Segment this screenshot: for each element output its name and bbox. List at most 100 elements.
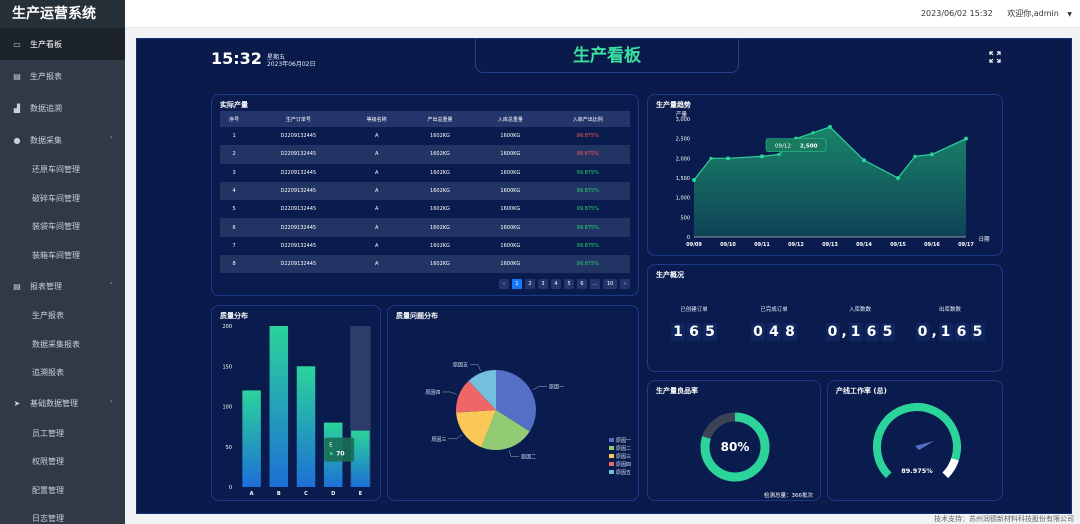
table-row[interactable]: 5 D2209132445 A 1602KG 1600KG 99.875% [220, 200, 630, 218]
sidebar-subitem[interactable]: 数据采集报表 [0, 331, 125, 360]
dashboard: 15:32 星期五 2023年06月02日 生产看板 实际产量 序号 生产订单号等… [136, 38, 1072, 514]
panel-title: 产线工作率 (总) [836, 387, 887, 395]
table-cell: 1602KG [404, 181, 476, 201]
x-tick-label: 09/15 [890, 242, 906, 248]
sidebar-subitem[interactable]: 破碎车间管理 [0, 185, 125, 214]
stat-digit: 6 [864, 323, 879, 341]
panel-title: 生产量良品率 [656, 387, 698, 395]
stat-digit: 5 [880, 323, 895, 341]
stat-digit: 6 [954, 323, 969, 341]
table-cell: 4 [220, 181, 249, 201]
table-row[interactable]: 2 D2209132445 A 1602KG 1600KG 99.875% [220, 145, 630, 164]
stat-digit: 4 [767, 323, 781, 341]
panel-title: 生产概况 [656, 271, 684, 279]
sidebar: 生产运营系统 ▭ 生产看板 ▤ 生产报表 ▟ 数据追溯 ● 数据采集 ˄ 还原车间管理 破碎车间管理… [0, 0, 125, 524]
page-button[interactable]: 5 [564, 279, 574, 289]
y-tick-label: 200 [222, 324, 232, 330]
pie-label: 原因四 [425, 390, 440, 396]
stat-label: 已创建订单 [680, 307, 708, 313]
table-cell: D2209132445 [248, 181, 349, 201]
sidebar-subitem[interactable]: 日志管理 [0, 505, 125, 524]
fullscreen-icon[interactable] [989, 51, 1001, 63]
x-tick-label: 09/14 [856, 242, 872, 248]
next-page-button[interactable]: › [620, 279, 630, 289]
monitor-icon: ▭ [13, 39, 21, 49]
pagination: ‹ 1 2 3 4 5 6... 10 › [499, 279, 630, 289]
tooltip-date: 09/12 [775, 144, 791, 150]
legend-label: 原因三 [616, 454, 631, 460]
table-cell: 1600KG [475, 255, 546, 274]
sidebar-item-label: 破碎车间管理 [32, 193, 80, 203]
stat-digit: 0 [751, 323, 765, 341]
table-cell: 99.875% [545, 218, 630, 237]
sidebar-subitem[interactable]: 配置管理 [0, 477, 125, 506]
sidebar-item[interactable]: ➤ 基础数据管理 ˄ [0, 388, 125, 420]
sidebar-item[interactable]: ▤ 报表管理 ˄ [0, 270, 125, 302]
table-row[interactable]: 8 D2209132445 A 1602KG 1600KG 99.875% [220, 255, 630, 274]
table-cell: 1600KG [500, 133, 521, 140]
table-cell: A [348, 255, 405, 274]
user-icon: ● [13, 135, 21, 145]
sidebar-subitem[interactable]: 生产报表 [0, 302, 125, 331]
page-button[interactable]: 6 [577, 279, 587, 289]
page-button[interactable]: 4 [551, 279, 561, 289]
sidebar-item[interactable]: ▟ 数据追溯 [0, 92, 125, 124]
sidebar-item-label: 生产报表 [32, 311, 64, 320]
sidebar-item[interactable]: ▤ 生产报表 [0, 60, 125, 92]
trend-point [726, 156, 730, 161]
table-row[interactable]: 6 D2209132445 A 1602KG 1600KG 99.875% [220, 218, 630, 237]
sidebar-item[interactable]: ▭ 生产看板 [0, 28, 125, 60]
yield-value: 80% [721, 440, 750, 454]
sidebar-item-label: 追溯报表 [32, 368, 64, 377]
sidebar-subitem[interactable]: 装箱车间管理 [0, 242, 125, 271]
sidebar-item[interactable]: ● 数据采集 ˄ [0, 124, 125, 156]
trend-point [930, 152, 934, 157]
table-row[interactable]: 4 D2209132445 A 1602KG 1600KG 99.875% [220, 181, 630, 201]
page-button[interactable]: 1 [512, 279, 522, 289]
table-header-cell: 等级名称 [348, 111, 405, 127]
sidebar-subitem[interactable]: 还原车间管理 [0, 156, 125, 185]
table-row[interactable]: 3 D2209132445 A 1602KG 1600KG 99.875% [220, 164, 630, 182]
trend-point [913, 154, 917, 158]
table-row[interactable]: 7 D2209132445 A 1602KG 1600KG 99.875% [220, 237, 630, 255]
legend-label: 原因一 [616, 438, 631, 444]
table-cell: D2209132445 [248, 218, 349, 237]
stat-digit: 1 [848, 323, 863, 341]
page-button[interactable]: 10 [603, 279, 617, 289]
pie-slice [468, 370, 496, 410]
table-cell: D2209132445 [280, 242, 317, 249]
table-cell: D2209132445 [248, 255, 349, 274]
sidebar-subitem[interactable]: 装袋车间管理 [0, 213, 125, 242]
table-row[interactable]: 1 D2209132445 A 1602KG 1600KG 99.875% [220, 127, 630, 145]
sidebar-subitem[interactable]: 权限管理 [0, 448, 125, 477]
page-button[interactable]: 2 [525, 279, 535, 289]
stat-separator: , [841, 324, 847, 340]
user-menu[interactable]: 欢迎你,admin ▼ [1001, 9, 1072, 18]
table-cell: 99.875% [576, 242, 599, 249]
prev-page-button[interactable]: ‹ [499, 279, 509, 289]
y-tick-label: 150 [222, 364, 232, 370]
pie-slice [456, 410, 496, 448]
pie-slice [481, 410, 530, 450]
sidebar-item-label: 还原车间管理 [32, 165, 80, 174]
page-button[interactable]: ... [590, 279, 600, 289]
page-button[interactable]: 3 [538, 279, 548, 289]
table-cell: 1602KG [430, 242, 450, 249]
sidebar-subitem[interactable]: 追溯报表 [0, 359, 125, 388]
pie-leader-line [448, 434, 463, 440]
trend-point [709, 156, 713, 160]
sidebar-subitem[interactable]: 员工管理 [0, 420, 125, 449]
bar-tooltip [324, 437, 355, 462]
sidebar-item-label: 数据采集报表 [32, 339, 80, 349]
table-cell: A [374, 242, 379, 249]
table-cell: 1600KG [500, 242, 521, 249]
y-axis-label: 产量 [676, 110, 688, 118]
sidebar-item-label: 数据追溯 [30, 103, 62, 113]
table-cell: D2209132445 [280, 169, 317, 176]
y-tick-label: 50 [226, 445, 232, 451]
pie-leader-line [532, 386, 547, 390]
table-cell: 99.875% [576, 133, 599, 140]
chart-icon: ▟ [13, 103, 21, 113]
